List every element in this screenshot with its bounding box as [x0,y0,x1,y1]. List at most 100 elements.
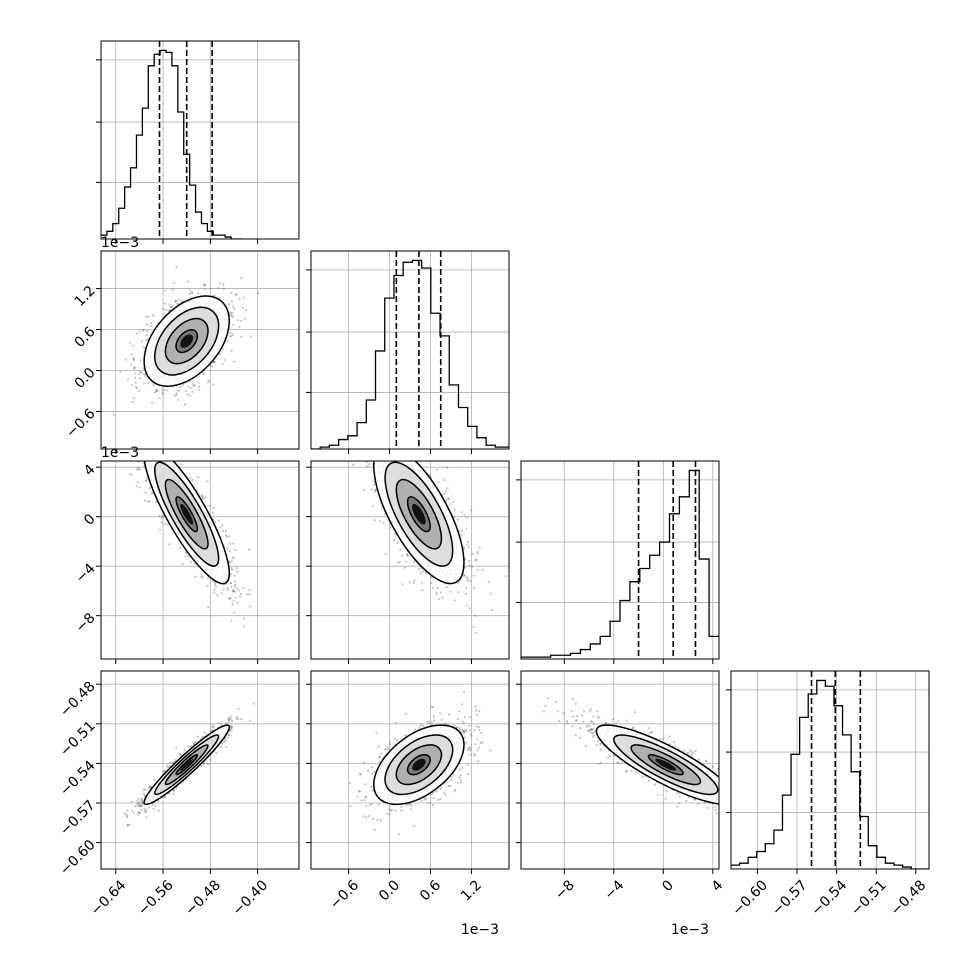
sample-point [112,413,115,416]
sample-point [237,717,240,721]
sample-point [169,761,172,765]
histogram-bin [620,601,630,659]
histogram-bin [412,260,421,449]
histogram-bin [868,846,877,869]
sample-point [231,323,234,326]
sample-point [175,266,178,269]
sample-point [230,726,233,729]
sample-point [136,803,139,807]
histogram-bin [894,865,903,869]
sample-point [465,576,468,579]
sample-point [228,560,231,563]
sample-point [231,333,234,336]
sample-point [419,572,423,575]
sample-point [406,555,409,558]
sample-point [155,388,158,391]
sample-point [227,718,230,721]
sample-point [236,601,239,604]
contour-group [143,724,231,806]
sample-point [133,811,136,814]
sample-point [211,511,214,514]
sample-point [126,824,129,827]
sample-point [230,291,233,294]
sample-point [373,771,376,774]
sample-point [465,544,469,547]
histogram-bin [765,844,774,869]
sample-point [139,359,142,362]
sample-point [207,379,210,382]
sample-point [410,804,413,807]
sample-point [143,382,146,385]
sample-point [132,357,135,360]
sample-point [130,353,133,356]
sample-point [135,332,139,335]
sample-point [468,564,471,568]
sample-point [245,309,248,312]
sample-point [504,575,507,578]
sample-point [146,337,149,340]
histogram-bin [699,559,709,659]
sample-point [144,788,147,791]
sample-point [172,789,175,792]
sample-point [231,720,234,723]
histogram-plot-area [521,461,719,659]
sample-point [136,802,139,805]
sample-point [229,332,232,335]
sample-point [468,724,471,727]
sample-point [168,308,171,312]
sample-point [489,592,492,595]
sample-point [439,591,442,594]
histogram-bin [610,621,620,659]
sample-point [158,514,161,517]
sample-point [148,806,151,809]
histogram-bin [142,108,148,239]
sample-point [229,728,232,731]
scatter-plot-area [311,461,509,659]
sample-point [469,580,472,583]
histogram-bin [178,112,184,239]
sample-point [213,583,217,586]
histogram-bin [600,636,610,659]
sample-point [459,779,462,782]
axes-frame [730,670,930,870]
histogram-bin [800,717,809,869]
sample-point [467,546,470,549]
histogram-bin [329,445,338,449]
sample-point [165,309,168,312]
sample-point [232,600,235,603]
sample-point [460,511,463,514]
sample-point [445,490,448,493]
sample-point [462,546,465,549]
sample-point [435,593,438,597]
sample-point [145,315,148,318]
sample-point [187,385,190,388]
sample-point [224,530,227,533]
sample-point [226,736,229,739]
sample-point [213,726,216,729]
sample-point [126,809,129,812]
sample-point [144,491,147,494]
sample-point [132,366,135,369]
sample-point [464,592,467,595]
sample-point [229,715,232,718]
sample-point [457,591,460,594]
sample-point [152,383,155,386]
sample-point [432,715,435,718]
sample-point [145,333,148,337]
sample-point [206,584,209,587]
sample-point [234,583,237,586]
sample-point [230,560,233,563]
sample-point [141,801,144,805]
sample-point [447,785,450,788]
sample-point [237,589,240,592]
sample-point [230,728,233,731]
sample-point [145,809,148,812]
scatter-plot-area [311,671,509,869]
histogram-bin [757,852,766,869]
sample-point [439,712,442,715]
sample-point [238,595,242,598]
sample-point [188,292,191,296]
sample-point [139,805,142,808]
sample-point [221,523,224,526]
sample-point [443,478,446,481]
